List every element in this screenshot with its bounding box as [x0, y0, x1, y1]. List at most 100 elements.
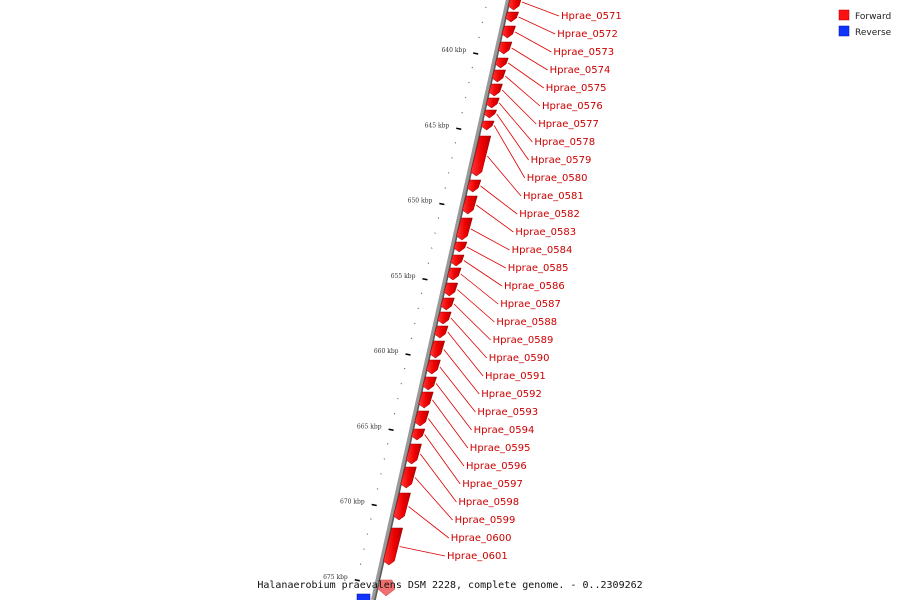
gene-feature: [453, 241, 468, 253]
gene-label: Hprae_0584: [512, 245, 573, 256]
minor-tick: [447, 172, 450, 174]
minor-tick: [363, 548, 365, 550]
gene-label: Hprae_0589: [493, 335, 554, 346]
leader-line: [457, 289, 495, 323]
genome-caption: Halanaerobium praevalens DSM 2228, compl…: [257, 580, 642, 591]
tick-label: 675 kbp: [323, 574, 348, 581]
gene-feature: [466, 179, 482, 193]
leader-line: [408, 506, 450, 539]
gene-feature: [505, 11, 520, 23]
leader-line: [521, 1, 560, 17]
leader-line: [420, 453, 457, 503]
minor-tick: [427, 262, 430, 264]
gene-label: Hprae_0573: [553, 47, 614, 58]
gene-label: Hprae_0590: [489, 353, 550, 364]
minor-tick: [461, 111, 463, 114]
gene-feature: [426, 359, 441, 375]
leader-line: [514, 31, 552, 53]
gene-label: Hprae_0601: [447, 551, 508, 562]
backbone-shadow: [371, 0, 510, 600]
gene-feature: [480, 120, 495, 131]
major-tick: [371, 503, 377, 507]
gene-feature: [440, 297, 455, 311]
gene-feature: [485, 97, 500, 109]
minor-tick: [376, 488, 379, 490]
gene-label: Hprae_0581: [523, 191, 584, 202]
gene-features: [356, 0, 522, 600]
leader-line: [466, 246, 506, 269]
tick-label: 650 kbp: [408, 198, 433, 205]
legend: Forward Reverse: [838, 9, 892, 38]
gene-feature: [450, 254, 465, 267]
gene-feature: [418, 391, 434, 409]
backbone-line: [374, 0, 511, 600]
leader-line: [476, 204, 514, 233]
minor-tick: [468, 81, 470, 84]
leader-line: [501, 89, 537, 125]
gene-feature: [422, 376, 437, 391]
gene-label: Hprae_0586: [504, 281, 565, 292]
major-tick: [439, 202, 445, 206]
genome-backbone: [371, 0, 511, 600]
gene-label: Hprae_0595: [470, 443, 531, 454]
gene-label: Hprae_0598: [458, 497, 519, 508]
leader-line: [414, 477, 453, 521]
leader-line: [498, 102, 533, 143]
leader-line: [453, 303, 491, 341]
gene-label: Hprae_0577: [538, 119, 599, 130]
leader-line: [435, 383, 472, 431]
leader-line: [480, 185, 518, 215]
gene-feature: [393, 492, 411, 521]
gene-label: Hprae_0580: [527, 173, 588, 184]
gene-feature-partial: [377, 579, 396, 597]
major-tick: [388, 428, 394, 431]
minor-tick: [434, 232, 436, 234]
leader-line: [493, 125, 526, 179]
minor-tick: [370, 518, 372, 520]
tick-label: 645 kbp: [425, 122, 450, 129]
legend-swatch-forward: [838, 9, 850, 21]
gene-feature: [507, 0, 522, 11]
gene-label: Hprae_0592: [481, 389, 542, 400]
minor-tick: [400, 382, 403, 385]
leader-line: [432, 399, 469, 449]
gene-feature: [429, 340, 446, 359]
gene-label: Hprae_0582: [519, 209, 580, 220]
major-tick: [354, 579, 360, 582]
leader-line: [511, 47, 548, 71]
gene-feature: [383, 527, 404, 566]
gene-label: Hprae_0591: [485, 371, 546, 382]
leader-line: [443, 349, 480, 395]
minor-tick: [393, 412, 396, 415]
tick-label: 665 kbp: [357, 423, 382, 430]
gene-label: Hprae_0596: [466, 461, 527, 472]
leader-line: [470, 228, 510, 251]
leader-line: [427, 418, 465, 467]
legend-swatch-reverse: [838, 25, 850, 37]
minor-tick: [366, 533, 369, 535]
gene-label: Hprae_0588: [496, 317, 557, 328]
gene-label: Hprae_0574: [550, 65, 611, 76]
major-tick: [405, 353, 411, 356]
gene-label: Hprae_0579: [531, 155, 592, 166]
gene-feature: [488, 83, 503, 97]
minor-tick: [386, 443, 389, 445]
minor-tick: [478, 36, 480, 39]
minor-tick: [464, 96, 467, 99]
leader-line: [518, 16, 556, 35]
major-tick: [473, 52, 479, 55]
gene-feature: [470, 135, 492, 177]
gene-feature: [447, 267, 462, 281]
gene-label: Hprae_0578: [534, 137, 595, 148]
minor-tick: [471, 66, 474, 69]
minor-tick: [383, 458, 386, 460]
minor-tick: [437, 217, 440, 219]
minor-tick: [485, 6, 487, 9]
gene-labels: Hprae_0571 Hprae_0572 Hprae_0573 Hprae_0574…: [399, 1, 622, 562]
gene-label: Hprae_0575: [546, 83, 607, 94]
leader-line: [399, 546, 446, 557]
gene-feature: [400, 466, 417, 489]
tick-label: 640 kbp: [441, 47, 466, 54]
scale-ticks: 640 kbp 645 kbp 650 kbp 655 kbp 660 kbp 665 k…: [323, 6, 487, 582]
